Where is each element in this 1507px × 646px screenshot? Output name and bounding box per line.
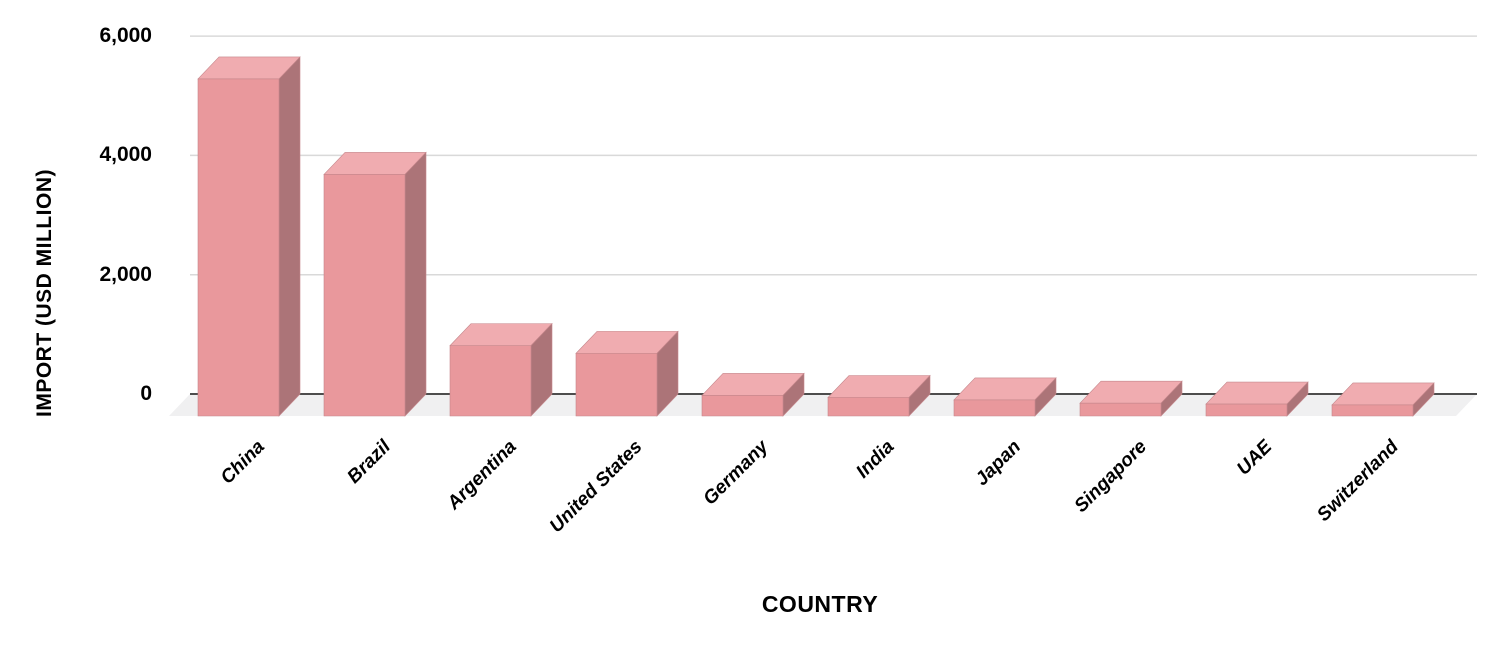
y-axis-title: IMPORT (USD MILLION) xyxy=(33,169,56,417)
y-tick-label: 6,000 xyxy=(99,24,152,48)
bar-side-face xyxy=(404,151,427,417)
bar-front-face xyxy=(701,395,784,417)
bar-japan xyxy=(953,377,1057,417)
bar-china xyxy=(197,56,301,417)
bar-united-states xyxy=(575,330,679,417)
bar-germany xyxy=(701,372,805,417)
bar-front-face xyxy=(1205,403,1288,417)
bar-india xyxy=(827,374,931,417)
bar-brazil xyxy=(323,151,427,417)
bar-front-face xyxy=(827,397,910,417)
bar-front-face xyxy=(575,353,658,417)
bar-front-face xyxy=(1331,404,1414,417)
bar-singapore xyxy=(1079,380,1183,417)
bar-side-face xyxy=(278,56,301,417)
bar-front-face xyxy=(323,174,406,417)
bar-uae xyxy=(1205,381,1309,417)
bar-front-face xyxy=(953,399,1036,417)
y-tick-label: 4,000 xyxy=(99,143,152,167)
bar-front-face xyxy=(197,78,280,417)
bar-front-face xyxy=(449,345,532,417)
y-tick-label: 0 xyxy=(140,382,152,405)
x-axis-title: COUNTRY xyxy=(761,591,879,617)
y-tick-label: 2,000 xyxy=(99,262,152,286)
bar-argentina xyxy=(449,322,553,417)
bar-switzerland xyxy=(1331,382,1435,417)
bar-front-face xyxy=(1079,402,1162,417)
